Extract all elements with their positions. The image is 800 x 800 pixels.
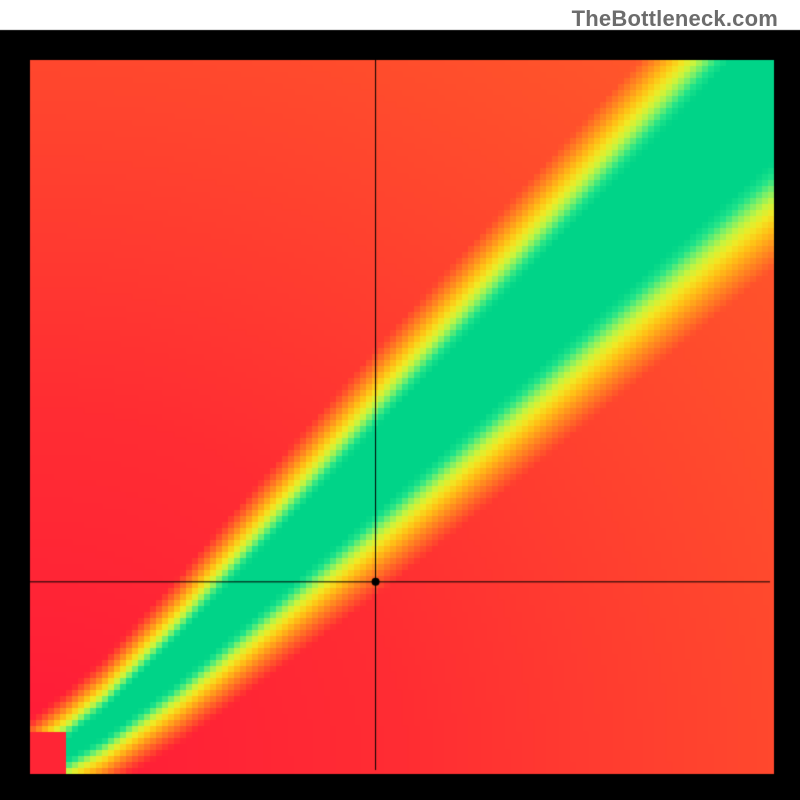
bottleneck-heatmap: [0, 0, 800, 800]
watermark-text: TheBottleneck.com: [572, 6, 778, 32]
